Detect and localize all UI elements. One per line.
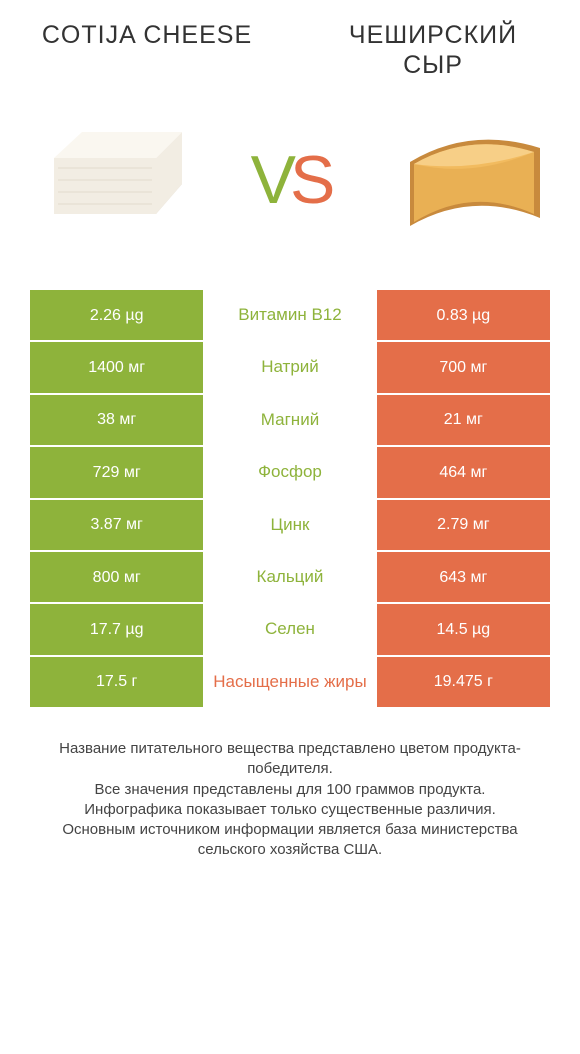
value-right: 2.79 мг <box>377 500 550 552</box>
cheshire-cheese-icon <box>390 110 550 250</box>
value-left: 729 мг <box>30 447 203 499</box>
images-row: VS <box>30 100 550 260</box>
vs-s: S <box>290 141 329 219</box>
value-right: 464 мг <box>377 447 550 499</box>
value-left: 3.87 мг <box>30 500 203 552</box>
footer-line: Основным источником информации является … <box>34 820 546 861</box>
footer-line: Название питательного вещества представл… <box>34 739 546 780</box>
table-row: 800 мгКальций643 мг <box>30 552 550 604</box>
value-left: 17.7 µg <box>30 604 203 656</box>
value-left: 2.26 µg <box>30 290 203 342</box>
table-row: 38 мгМагний21 мг <box>30 395 550 447</box>
table-row: 17.7 µgСелен14.5 µg <box>30 604 550 656</box>
title-right: ЧЕШИРСКИЙ СЫР <box>316 20 550 80</box>
value-right: 21 мг <box>377 395 550 447</box>
footer-notes: Название питательного вещества представл… <box>30 739 550 861</box>
nutrient-name: Селен <box>203 604 376 656</box>
product-image-left <box>30 110 190 250</box>
vs-label: VS <box>251 141 330 219</box>
product-image-right <box>390 110 550 250</box>
nutrient-name: Витамин B12 <box>203 290 376 342</box>
nutrient-name: Цинк <box>203 500 376 552</box>
value-left: 1400 мг <box>30 342 203 394</box>
footer-line: Инфографика показывает только существенн… <box>34 800 546 820</box>
value-right: 643 мг <box>377 552 550 604</box>
nutrient-name: Кальций <box>203 552 376 604</box>
infographic-root: COTIJA CHEESE ЧЕШИРСКИЙ СЫР VS <box>0 0 580 1054</box>
table-row: 1400 мгНатрий700 мг <box>30 342 550 394</box>
nutrient-name: Натрий <box>203 342 376 394</box>
table-row: 2.26 µgВитамин B120.83 µg <box>30 290 550 342</box>
comparison-table: 2.26 µgВитамин B120.83 µg1400 мгНатрий70… <box>30 290 550 709</box>
table-row: 3.87 мгЦинк2.79 мг <box>30 500 550 552</box>
vs-v: V <box>251 141 290 219</box>
value-left: 17.5 г <box>30 657 203 709</box>
value-right: 0.83 µg <box>377 290 550 342</box>
nutrient-name: Магний <box>203 395 376 447</box>
nutrient-name: Фосфор <box>203 447 376 499</box>
value-right: 700 мг <box>377 342 550 394</box>
value-right: 19.475 г <box>377 657 550 709</box>
value-left: 800 мг <box>30 552 203 604</box>
table-row: 729 мгФосфор464 мг <box>30 447 550 499</box>
value-right: 14.5 µg <box>377 604 550 656</box>
title-left: COTIJA CHEESE <box>30 20 264 80</box>
footer-line: Все значения представлены для 100 граммо… <box>34 780 546 800</box>
titles-row: COTIJA CHEESE ЧЕШИРСКИЙ СЫР <box>30 20 550 80</box>
table-row: 17.5 гНасыщенные жиры19.475 г <box>30 657 550 709</box>
cotija-cheese-icon <box>30 110 190 250</box>
nutrient-name: Насыщенные жиры <box>203 657 376 709</box>
value-left: 38 мг <box>30 395 203 447</box>
